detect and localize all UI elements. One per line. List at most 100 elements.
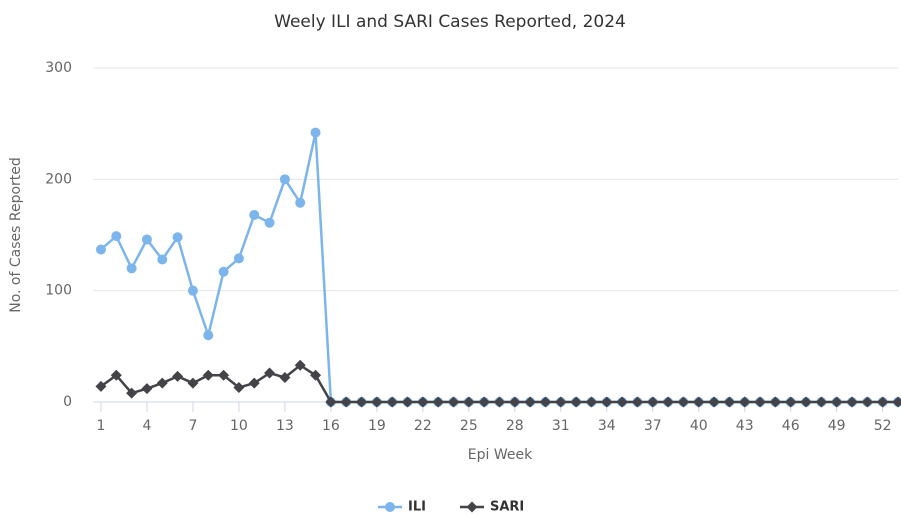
- marker: [157, 254, 168, 265]
- marker: [509, 396, 521, 408]
- marker: [340, 396, 352, 408]
- marker: [126, 263, 137, 274]
- marker: [432, 396, 444, 408]
- marker: [585, 396, 597, 408]
- y-axis-title: No. of Cases Reported: [8, 157, 24, 313]
- marker: [570, 396, 582, 408]
- marker: [233, 382, 245, 394]
- marker: [264, 367, 276, 379]
- x-tick-label: 43: [736, 418, 754, 434]
- x-tick-label: 7: [188, 418, 197, 434]
- marker: [248, 377, 260, 389]
- marker: [172, 370, 184, 382]
- x-tick-label: 31: [552, 418, 570, 434]
- marker: [310, 127, 321, 138]
- marker: [110, 369, 122, 381]
- marker: [172, 232, 183, 243]
- marker: [631, 396, 643, 408]
- x-tick-label: 28: [506, 418, 524, 434]
- marker: [877, 396, 889, 408]
- marker: [463, 396, 475, 408]
- marker: [156, 377, 168, 389]
- marker: [524, 396, 536, 408]
- marker: [218, 369, 230, 381]
- marker: [294, 359, 306, 371]
- x-tick-label: 46: [782, 418, 800, 434]
- marker: [769, 396, 781, 408]
- line: [100, 363, 898, 404]
- marker: [478, 396, 490, 408]
- marker: [111, 231, 122, 242]
- marker: [708, 396, 720, 408]
- marker: [187, 285, 198, 296]
- marker: [126, 387, 138, 399]
- marker: [310, 369, 322, 381]
- x-tick-label: 16: [322, 418, 340, 434]
- marker: [447, 396, 459, 408]
- line: [100, 132, 898, 404]
- legend-item: SARI: [460, 500, 524, 515]
- marker: [647, 396, 659, 408]
- x-tick-label: 13: [276, 418, 294, 434]
- marker: [386, 396, 398, 408]
- x-tick-label: 25: [460, 418, 478, 434]
- marker: [693, 396, 705, 408]
- y-tick-label: 0: [63, 394, 72, 410]
- x-tick-label: 52: [874, 418, 892, 434]
- marker: [861, 396, 873, 408]
- legend-label: ILI: [408, 500, 426, 515]
- y-tick-label: 300: [45, 60, 72, 76]
- marker: [831, 396, 843, 408]
- marker: [325, 396, 337, 408]
- marker: [202, 369, 214, 381]
- marker: [203, 330, 214, 341]
- marker: [539, 396, 551, 408]
- x-tick-label: 37: [644, 418, 662, 434]
- marker: [754, 396, 766, 408]
- marker: [739, 396, 751, 408]
- marker: [616, 396, 628, 408]
- marker: [601, 396, 613, 408]
- marker: [493, 396, 505, 408]
- x-axis-title: Epi Week: [468, 447, 533, 463]
- x-tick-label: 1: [97, 418, 106, 434]
- marker: [141, 234, 152, 245]
- x-tick-label: 49: [828, 418, 846, 434]
- marker: [555, 396, 567, 408]
- y-tick-label: 200: [45, 171, 72, 187]
- marker: [662, 396, 674, 408]
- marker: [187, 377, 199, 389]
- marker: [218, 266, 229, 277]
- x-tick-label: 4: [142, 418, 151, 434]
- marker: [677, 396, 689, 408]
- marker: [264, 217, 275, 228]
- series: [95, 127, 901, 407]
- marker: [846, 396, 858, 408]
- marker: [141, 383, 153, 395]
- marker: [402, 396, 414, 408]
- marker: [249, 209, 260, 220]
- y-tick-label: 100: [45, 283, 72, 299]
- x-tick-label: 22: [414, 418, 432, 434]
- chart-title: Weely ILI and SARI Cases Reported, 2024: [274, 12, 626, 32]
- marker: [279, 174, 290, 185]
- legend-label: SARI: [490, 500, 524, 515]
- marker: [723, 396, 735, 408]
- marker: [295, 197, 306, 208]
- legend-item: ILI: [378, 500, 426, 515]
- marker: [233, 253, 244, 264]
- marker: [356, 396, 368, 408]
- marker: [95, 380, 107, 392]
- marker: [371, 396, 383, 408]
- marker: [800, 396, 812, 408]
- marker: [279, 372, 291, 384]
- legend-marker: [466, 501, 478, 513]
- x-tick-label: 34: [598, 418, 616, 434]
- x-tick-label: 10: [230, 418, 248, 434]
- x-tick-label: 19: [368, 418, 386, 434]
- legend-marker: [385, 502, 395, 512]
- marker: [785, 396, 797, 408]
- marker: [417, 396, 429, 408]
- marker: [95, 244, 106, 255]
